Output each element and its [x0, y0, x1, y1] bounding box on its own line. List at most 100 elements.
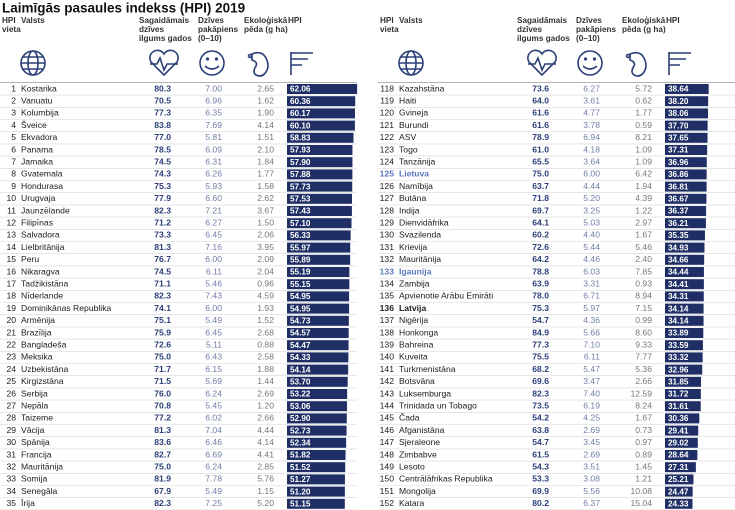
- rank: 20: [6, 315, 16, 325]
- hpi-value: 25.21: [668, 475, 689, 484]
- rank: 5: [11, 132, 16, 142]
- country: Togo: [399, 144, 418, 154]
- footprint: 1.51: [257, 132, 274, 142]
- country: Peru: [21, 254, 39, 264]
- country: Lielbritānija: [21, 242, 65, 252]
- hpi-value: 55.15: [290, 280, 311, 289]
- life-expectancy: 77.3: [532, 339, 549, 349]
- life-expectancy: 65.5: [532, 156, 549, 166]
- hpi-bar: [665, 315, 704, 326]
- life-expectancy: 75.0: [532, 169, 549, 179]
- rank: 14: [6, 242, 16, 252]
- life-expectancy: 75.9: [154, 327, 171, 337]
- hpi-value: 38.64: [668, 85, 689, 94]
- rank: 35: [6, 498, 16, 508]
- country: Nepāla: [21, 400, 48, 410]
- life-expectancy: 54.7: [532, 315, 549, 325]
- rank: 123: [380, 144, 395, 154]
- footprint: 10.08: [630, 486, 652, 496]
- ladder: 3.78: [583, 120, 600, 130]
- hpi-bar: [287, 450, 346, 460]
- ladder: 6.24: [205, 461, 222, 471]
- rank: 27: [6, 400, 16, 410]
- footprint: 0.97: [635, 437, 652, 447]
- country: Centrālāfrikas Republika: [399, 474, 493, 484]
- header-rank: HPI: [380, 16, 394, 25]
- ladder: 5.49: [205, 315, 222, 325]
- hpi-value: 36.96: [668, 158, 689, 167]
- rank: 150: [380, 474, 395, 484]
- ladder: 6.43: [205, 352, 222, 362]
- hpi-bar: [287, 218, 352, 229]
- rank: 142: [380, 376, 395, 386]
- life-expectancy: 74.3: [154, 169, 171, 179]
- header-hpi: HPI: [288, 16, 302, 25]
- hpi-value: 51.27: [290, 475, 311, 484]
- life-expectancy: 81.3: [154, 425, 171, 435]
- footprint: 1.84: [257, 156, 274, 166]
- hpi-bar: [665, 425, 699, 436]
- hpi-value: 54.57: [290, 329, 311, 338]
- country: Mauritānija: [21, 461, 63, 471]
- hpi-value: 55.19: [290, 268, 311, 277]
- life-expectancy: 54.2: [532, 413, 549, 423]
- ladder: 7.00: [205, 83, 222, 93]
- country: Gvatemala: [21, 169, 63, 179]
- rank: 3: [11, 108, 16, 118]
- rank: 12: [6, 217, 16, 227]
- life-expectancy: 73.5: [532, 400, 549, 410]
- life-expectancy: 71.1: [154, 278, 171, 288]
- hpi-value: 36.86: [668, 170, 689, 179]
- ladder: 4.18: [583, 144, 600, 154]
- hpi-bar: [287, 157, 353, 168]
- life-expectancy: 54.3: [532, 461, 549, 471]
- hpi-bar: [287, 498, 345, 509]
- footprint: 5.20: [257, 498, 274, 508]
- ladder: 6.27: [583, 83, 600, 93]
- footprint: 12.59: [630, 388, 652, 398]
- footprint: 0.89: [635, 449, 652, 459]
- life-expectancy: 71.2: [154, 217, 171, 227]
- rank: 120: [380, 108, 395, 118]
- hpi-value: 58.83: [290, 133, 311, 142]
- footprint: 2.68: [257, 327, 274, 337]
- footprint: 2.69: [257, 388, 274, 398]
- life-expectancy: 78.0: [532, 291, 549, 301]
- country: Lesoto: [399, 461, 425, 471]
- footprint: 4.14: [257, 120, 274, 130]
- hpi-bar: [287, 291, 350, 302]
- country: Nigērija: [399, 315, 428, 325]
- life-expectancy: 69.9: [532, 486, 549, 496]
- country: Dienvidāfrika: [399, 217, 449, 227]
- footprint: 0.62: [635, 95, 652, 105]
- hpi-bar: [665, 157, 707, 168]
- rank: 132: [380, 254, 395, 264]
- hpi-value: 37.70: [668, 121, 689, 130]
- rank: 124: [380, 156, 395, 166]
- hpi-bar: [665, 206, 707, 216]
- country: Turkmenistāna: [399, 364, 456, 374]
- hpi-bar: [287, 193, 353, 204]
- ladder: 7.43: [205, 291, 222, 301]
- hpi-value: 37.31: [668, 146, 689, 155]
- rank: 133: [380, 266, 395, 276]
- life-expectancy: 71.8: [532, 193, 549, 203]
- hpi-value: 24.33: [668, 499, 689, 508]
- header-footprint: Ekoloģiskā: [244, 16, 288, 25]
- ladder: 3.31: [583, 278, 600, 288]
- country: Indija: [399, 205, 420, 215]
- header-life: dzīves: [517, 25, 542, 34]
- footprint: 7.85: [635, 266, 652, 276]
- hpi-value: 52.90: [290, 414, 311, 423]
- header-country: Valsts: [21, 16, 45, 25]
- ladder: 5.20: [583, 193, 600, 203]
- country: Kostarika: [21, 83, 57, 93]
- life-expectancy: 54.7: [532, 437, 549, 447]
- footprint: 1.09: [635, 144, 652, 154]
- country: Kazahstāna: [399, 83, 445, 93]
- hpi-value: 55.97: [290, 243, 311, 252]
- footprint: 5.46: [635, 242, 652, 252]
- hpi-value: 34.31: [668, 292, 689, 301]
- hpi-bar: [287, 328, 349, 338]
- country: Spānija: [21, 437, 50, 447]
